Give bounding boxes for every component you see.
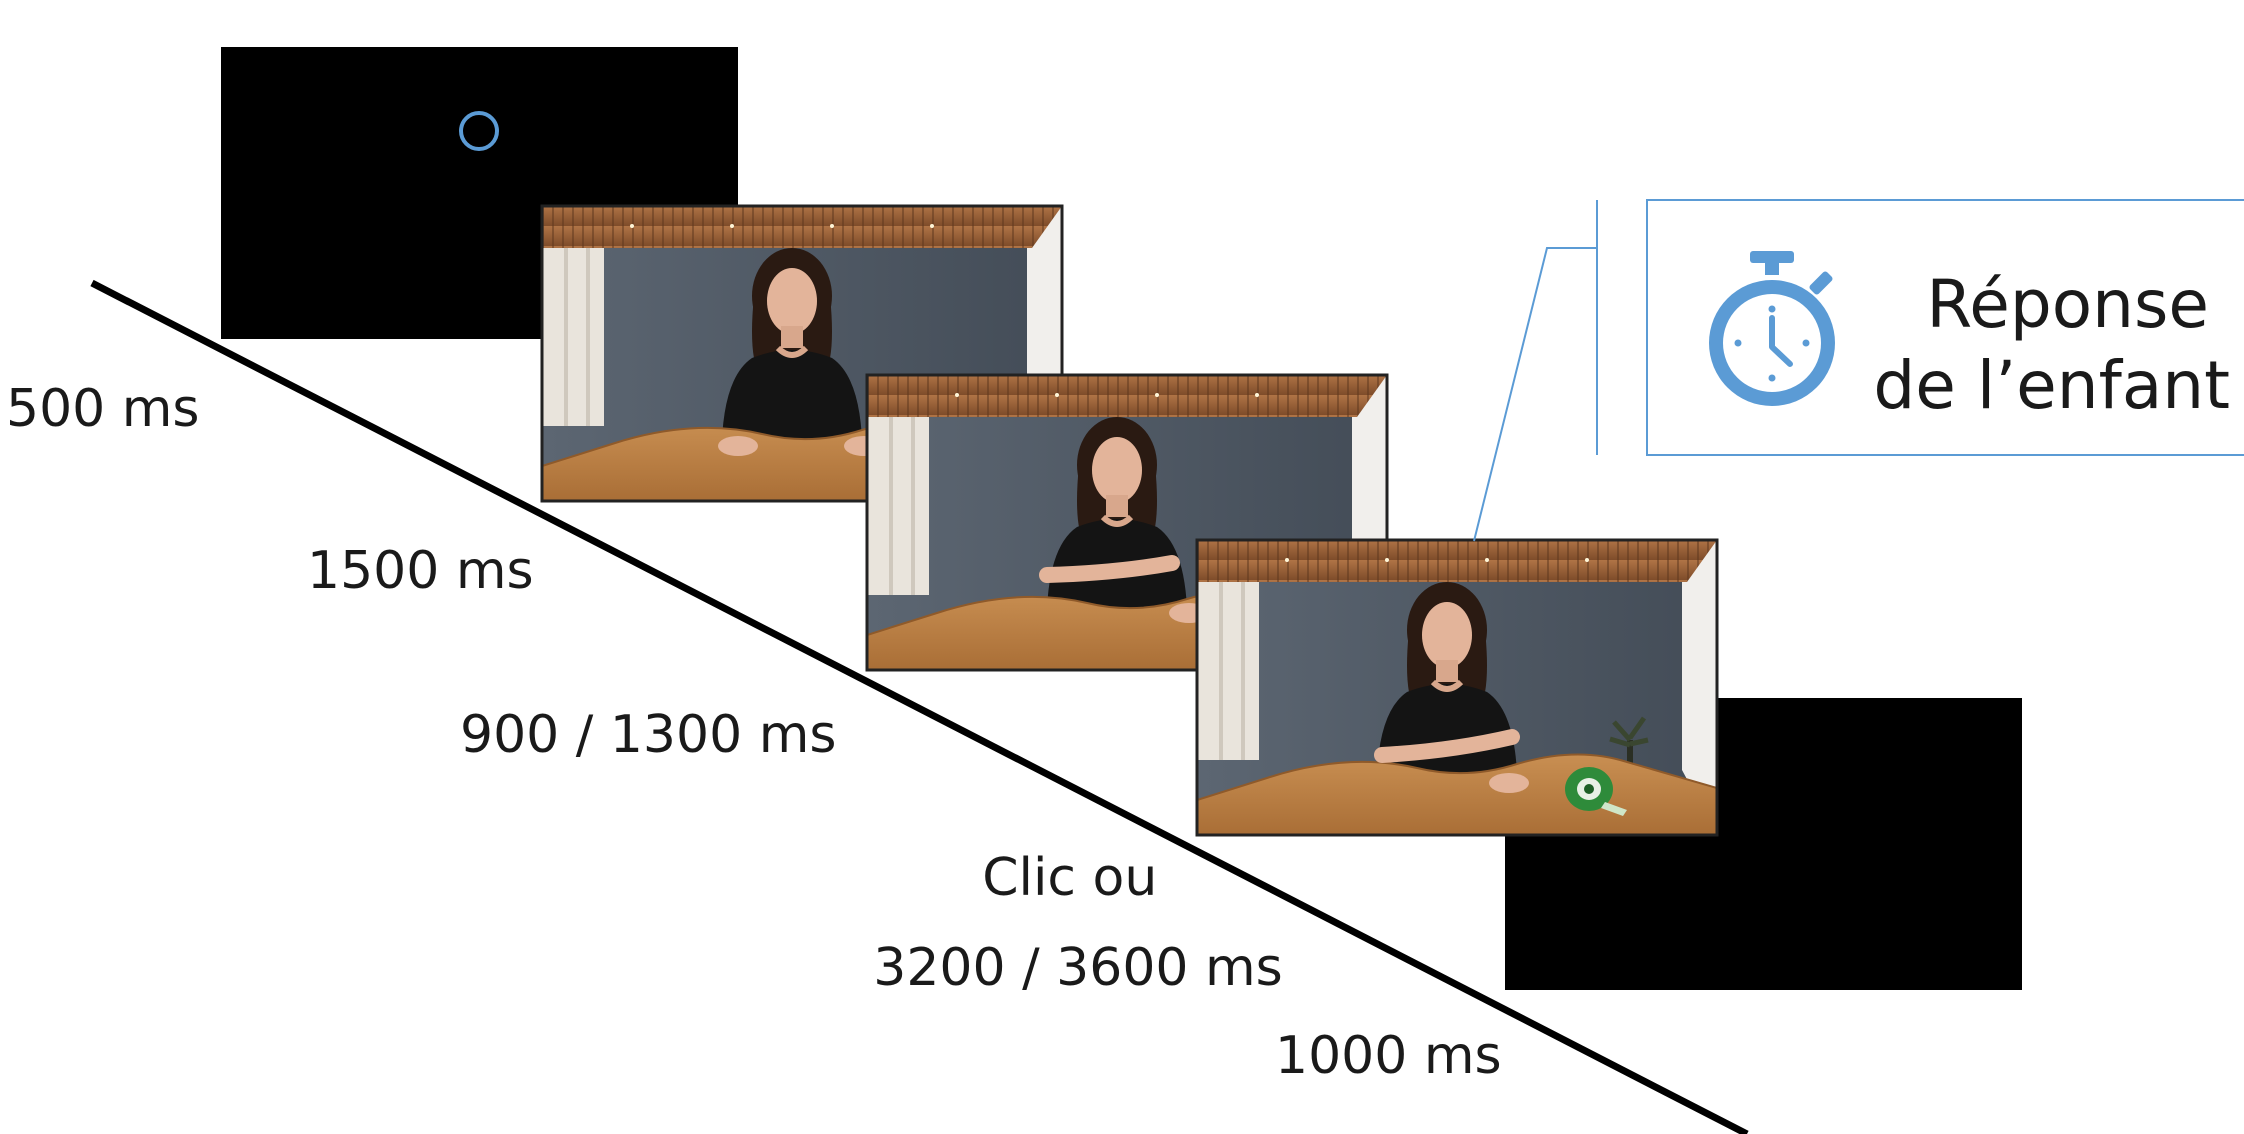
duration-label-video-2: 900 / 1300 ms	[460, 705, 836, 765]
duration-label-blank: 1000 ms	[1275, 1026, 1502, 1086]
tape-object-icon	[1565, 767, 1627, 816]
fixation-circle-icon	[459, 111, 499, 151]
child-response-callout: Réponse de l’enfant	[1646, 199, 2244, 456]
duration-labels: 500 ms 1500 ms 900 / 1300 ms Clic ou 320…	[6, 379, 1502, 1086]
callout-line-1: Réponse	[1926, 266, 2209, 343]
duration-label-video-3: Clic ou 3200 / 3600 ms	[873, 848, 1283, 998]
duration-label-fixation: 500 ms	[6, 379, 200, 439]
callout-connector	[1473, 247, 1597, 542]
duration-label-video-1: 1500 ms	[307, 541, 534, 601]
stopwatch-icon	[1709, 251, 1835, 406]
callout-text: Réponse de l’enfant	[1873, 266, 2230, 424]
callout-line-2: de l’enfant	[1873, 347, 2230, 424]
timeline-axis	[90, 279, 1749, 1134]
video-frame-3	[1197, 540, 1717, 835]
